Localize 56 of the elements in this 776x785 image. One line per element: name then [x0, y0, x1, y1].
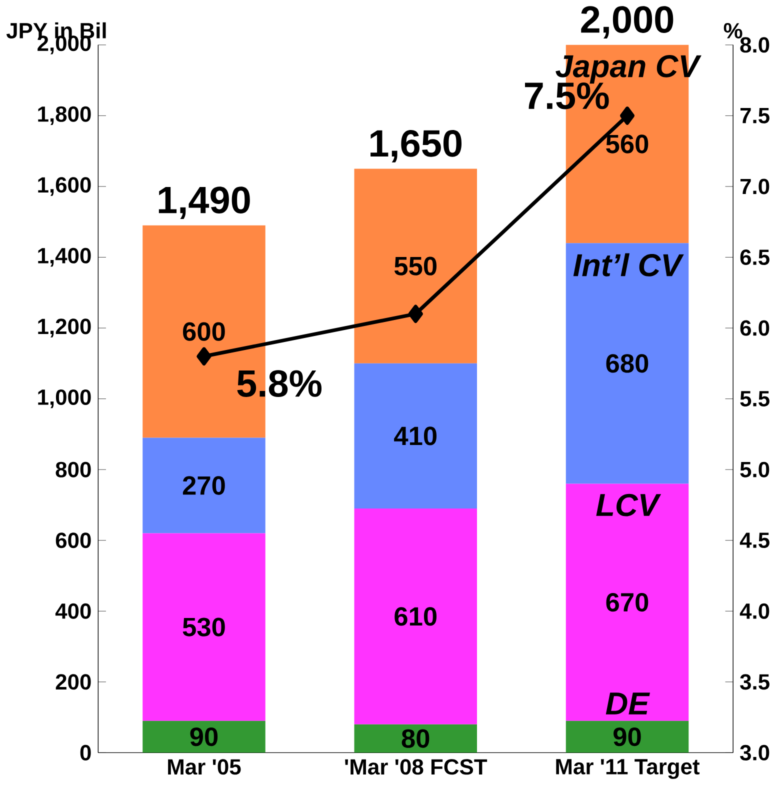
- y-tick-label: 200: [56, 674, 91, 690]
- data-label: 560: [606, 134, 648, 154]
- data-label: 550: [394, 256, 436, 276]
- y-tick-label: 0: [80, 744, 91, 760]
- bar: [142, 438, 266, 534]
- y-tick-label: 1,600: [38, 177, 91, 196]
- total-label: 1,650: [370, 130, 462, 162]
- y2-axis-title: %: [724, 23, 742, 38]
- y2-tick-label: 5.0: [740, 462, 770, 478]
- x-tick-label: Mar '05: [168, 759, 241, 775]
- data-label: 530: [182, 618, 225, 636]
- bar: [354, 724, 477, 753]
- bar: [566, 243, 689, 484]
- bar: [566, 484, 689, 721]
- series-label: Int’l CV: [573, 253, 684, 276]
- y2-tick-label: 6.0: [740, 320, 770, 336]
- data-label: 80: [402, 729, 430, 748]
- point: [620, 106, 635, 125]
- y-tick-label: 800: [56, 462, 91, 478]
- point: [196, 347, 212, 366]
- data-label: 90: [190, 727, 218, 746]
- bar: [354, 168, 477, 364]
- y-tick-label: 400: [55, 603, 91, 619]
- series-label: LCV: [596, 494, 662, 516]
- data-label: 680: [606, 354, 648, 373]
- y2-tick-label: 7.0: [740, 178, 770, 194]
- y2-tick-label: 4.0: [740, 603, 770, 619]
- total-label: 1,490: [158, 186, 250, 219]
- data-label: 610: [394, 607, 436, 626]
- x-tick-label: 'Mar '08 FCST: [345, 759, 487, 775]
- point: [408, 304, 423, 324]
- bar: [142, 720, 266, 753]
- bar: [566, 720, 689, 753]
- data-label: 670: [606, 592, 648, 612]
- series-label: DE: [606, 692, 650, 714]
- y2-tick-label: 4.5: [740, 532, 770, 548]
- y2-tick-label: 8.0: [740, 37, 770, 53]
- y2-tick-label: 3.0: [740, 744, 770, 760]
- y-tick-label: 1,000: [38, 389, 91, 408]
- x-tick-label: Mar '11 Target: [556, 759, 700, 779]
- y-tick-label: 1,400: [38, 248, 91, 267]
- data-label: 270: [182, 476, 225, 495]
- y2-tick-label: 5.5: [740, 391, 770, 406]
- y2-tick-label: 6.5: [740, 249, 770, 266]
- y2-tick-label: 3.5: [740, 674, 770, 690]
- y2-tick-label: 7.5: [740, 108, 770, 124]
- y-tick-label: 1,800: [38, 106, 91, 126]
- data-label: 90: [613, 727, 641, 746]
- data-label: 410: [394, 426, 436, 446]
- bar: [354, 363, 477, 509]
- bar: [142, 533, 266, 721]
- total-label: 2,000: [581, 6, 674, 38]
- y-tick-label: 1,200: [38, 318, 91, 338]
- data-label: 600: [182, 322, 225, 341]
- y-tick-label: 600: [56, 532, 91, 548]
- bar: [354, 508, 477, 724]
